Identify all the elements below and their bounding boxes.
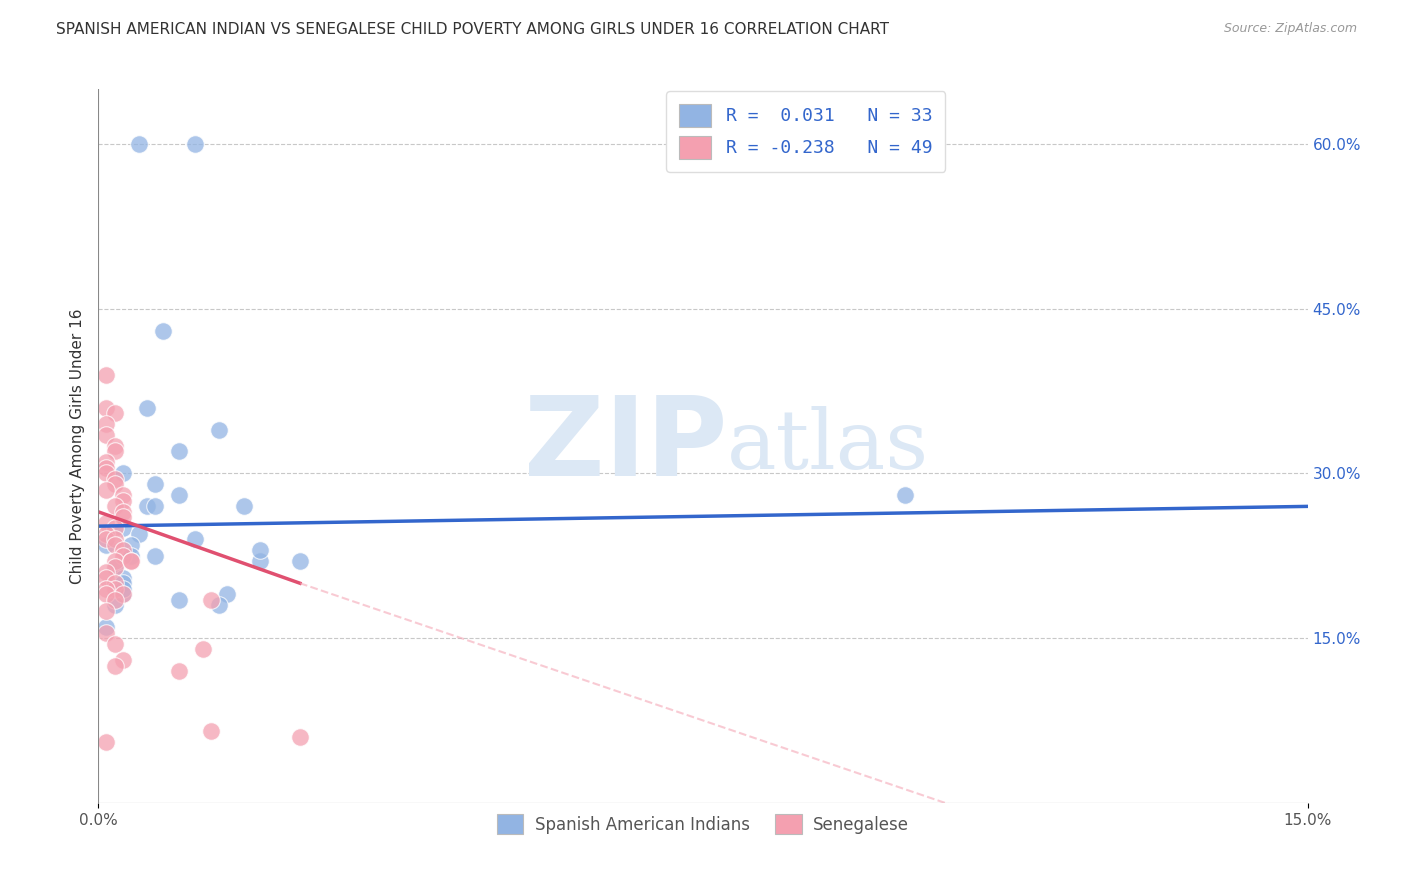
Point bbox=[184, 533, 207, 547]
Point bbox=[200, 592, 222, 607]
Point bbox=[200, 724, 222, 739]
Point bbox=[111, 587, 134, 601]
Point bbox=[111, 488, 134, 502]
Point bbox=[96, 526, 118, 541]
Point bbox=[96, 566, 118, 580]
Point bbox=[249, 543, 271, 558]
Point bbox=[111, 587, 134, 601]
Point bbox=[120, 538, 142, 552]
Point bbox=[96, 735, 118, 749]
Point bbox=[96, 582, 118, 596]
Point bbox=[167, 592, 190, 607]
Point bbox=[103, 538, 125, 552]
Point bbox=[167, 488, 190, 502]
Point bbox=[128, 137, 150, 152]
Text: SPANISH AMERICAN INDIAN VS SENEGALESE CHILD POVERTY AMONG GIRLS UNDER 16 CORRELA: SPANISH AMERICAN INDIAN VS SENEGALESE CH… bbox=[56, 22, 889, 37]
Point bbox=[167, 444, 190, 458]
Point bbox=[111, 582, 134, 596]
Point bbox=[103, 582, 125, 596]
Point bbox=[96, 417, 118, 431]
Point bbox=[103, 439, 125, 453]
Point bbox=[184, 137, 207, 152]
Point bbox=[103, 592, 125, 607]
Y-axis label: Child Poverty Among Girls Under 16: Child Poverty Among Girls Under 16 bbox=[69, 309, 84, 583]
Point bbox=[143, 549, 166, 563]
Point bbox=[103, 477, 125, 491]
Point bbox=[135, 401, 157, 415]
Point bbox=[103, 576, 125, 591]
Point bbox=[111, 543, 134, 558]
Point bbox=[111, 467, 134, 481]
Point bbox=[111, 576, 134, 591]
Point bbox=[111, 510, 134, 524]
Point bbox=[111, 521, 134, 535]
Point bbox=[217, 587, 239, 601]
Point bbox=[193, 642, 215, 657]
Point bbox=[96, 571, 118, 585]
Point bbox=[103, 521, 125, 535]
Point bbox=[96, 533, 118, 547]
Point bbox=[120, 554, 142, 568]
Point bbox=[96, 455, 118, 469]
Point bbox=[103, 533, 125, 547]
Point bbox=[288, 554, 311, 568]
Point bbox=[208, 423, 231, 437]
Point bbox=[232, 500, 254, 514]
Point bbox=[103, 472, 125, 486]
Point bbox=[96, 538, 118, 552]
Text: Source: ZipAtlas.com: Source: ZipAtlas.com bbox=[1223, 22, 1357, 36]
Point bbox=[128, 526, 150, 541]
Text: atlas: atlas bbox=[727, 406, 929, 486]
Point bbox=[96, 461, 118, 475]
Point bbox=[167, 664, 190, 678]
Point bbox=[288, 730, 311, 744]
Point bbox=[96, 483, 118, 497]
Point bbox=[111, 494, 134, 508]
Point bbox=[111, 653, 134, 667]
Point bbox=[103, 444, 125, 458]
Point bbox=[103, 637, 125, 651]
Point bbox=[152, 324, 174, 338]
Text: ZIP: ZIP bbox=[524, 392, 727, 500]
Point bbox=[111, 505, 134, 519]
Point bbox=[208, 598, 231, 612]
Point bbox=[96, 620, 118, 634]
Point bbox=[111, 549, 134, 563]
Point bbox=[103, 658, 125, 673]
Point bbox=[893, 488, 915, 502]
Point bbox=[103, 598, 125, 612]
Point bbox=[103, 500, 125, 514]
Point bbox=[143, 500, 166, 514]
Point bbox=[96, 467, 118, 481]
Point bbox=[135, 500, 157, 514]
Point bbox=[96, 368, 118, 382]
Point bbox=[96, 625, 118, 640]
Point bbox=[143, 477, 166, 491]
Point bbox=[120, 554, 142, 568]
Point bbox=[111, 571, 134, 585]
Point bbox=[120, 549, 142, 563]
Point bbox=[96, 516, 118, 530]
Point bbox=[103, 406, 125, 420]
Point bbox=[103, 554, 125, 568]
Point bbox=[103, 559, 125, 574]
Point bbox=[103, 559, 125, 574]
Point bbox=[96, 604, 118, 618]
Point bbox=[96, 401, 118, 415]
Point bbox=[249, 554, 271, 568]
Point bbox=[96, 587, 118, 601]
Legend: Spanish American Indians, Senegalese: Spanish American Indians, Senegalese bbox=[491, 807, 915, 841]
Point bbox=[96, 428, 118, 442]
